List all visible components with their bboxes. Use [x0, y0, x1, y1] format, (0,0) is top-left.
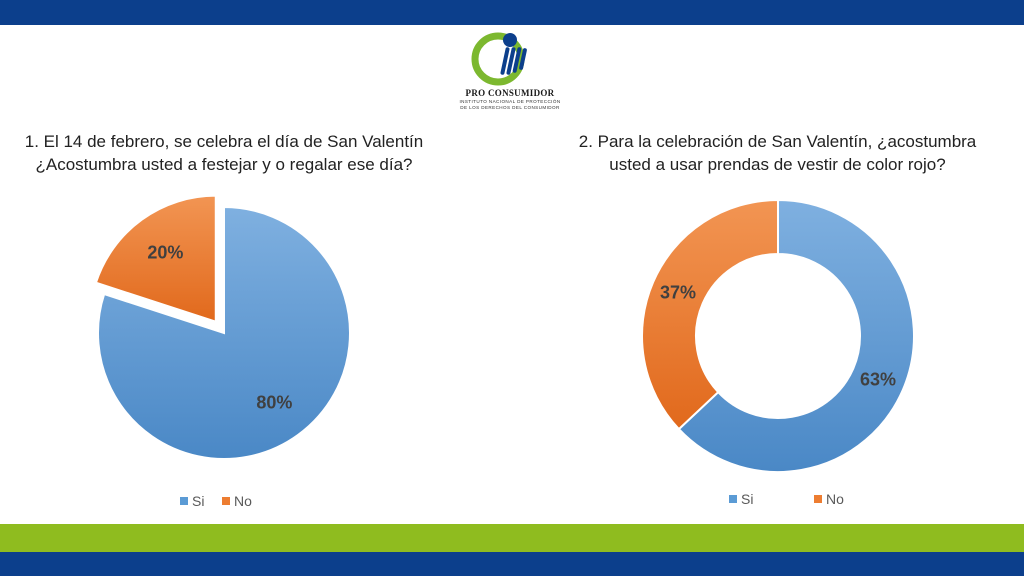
- doughnut-slice-no: [641, 198, 779, 431]
- logo-emblem-icon: [471, 32, 527, 86]
- chart-2-title: 2. Para la celebración de San Valentín, …: [555, 130, 1000, 176]
- footer-bar: [0, 552, 1024, 576]
- data-label-no: 37%: [660, 283, 696, 303]
- chart-1-title: 1. El 14 de febrero, se celebra el día d…: [0, 130, 448, 176]
- legend-swatch-no: [814, 495, 822, 503]
- legend-swatch-no: [222, 497, 230, 505]
- legend-item-no: No: [222, 493, 252, 509]
- legend-swatch-si: [729, 495, 737, 503]
- chart-1-title-line1: 1. El 14 de febrero, se celebra el día d…: [24, 132, 424, 151]
- chart-2-title-line2: usted a usar prendas de vestir de color …: [609, 155, 946, 174]
- legend-item-no: No: [814, 491, 844, 507]
- logo-tagline: INSTITUTO NACIONAL DE PROTECCIÓN DE LOS …: [440, 99, 580, 110]
- chart-2-title-line1: 2. Para la celebración de San Valentín, …: [578, 132, 977, 151]
- doughnut-slice-si: [677, 198, 915, 473]
- pie-slice-no: [94, 194, 217, 324]
- footer-accent-band: [0, 524, 1024, 552]
- legend-item-si: Si: [729, 491, 753, 507]
- chart-1-title-line2: ¿Acostumbra usted a festejar y o regalar…: [35, 155, 413, 174]
- data-label-si: 80%: [256, 392, 292, 412]
- pro-consumidor-logo: PRO CONSUMIDOR INSTITUTO NACIONAL DE PRO…: [440, 30, 580, 116]
- logo-tagline-line1: INSTITUTO NACIONAL DE PROTECCIÓN: [459, 99, 561, 104]
- data-label-si: 63%: [860, 369, 896, 389]
- legend-label-no: No: [234, 493, 252, 509]
- legend-label-si: Si: [192, 493, 205, 509]
- logo-tagline-line2: DE LOS DERECHOS DEL CONSUMIDOR: [460, 104, 560, 110]
- top-header-bar: [0, 0, 1024, 25]
- legend-swatch-si: [180, 497, 188, 505]
- logo-name: PRO CONSUMIDOR: [465, 88, 555, 98]
- data-label-no: 20%: [147, 242, 183, 262]
- chart-2-doughnut: 63% 37%: [641, 198, 915, 473]
- pie-slice-si: [97, 205, 351, 460]
- legend-label-no: No: [826, 491, 844, 507]
- legend-item-si: Si: [180, 493, 204, 509]
- chart-1-pie: 80% 20%: [94, 194, 351, 460]
- legend-label-si: Si: [741, 491, 754, 507]
